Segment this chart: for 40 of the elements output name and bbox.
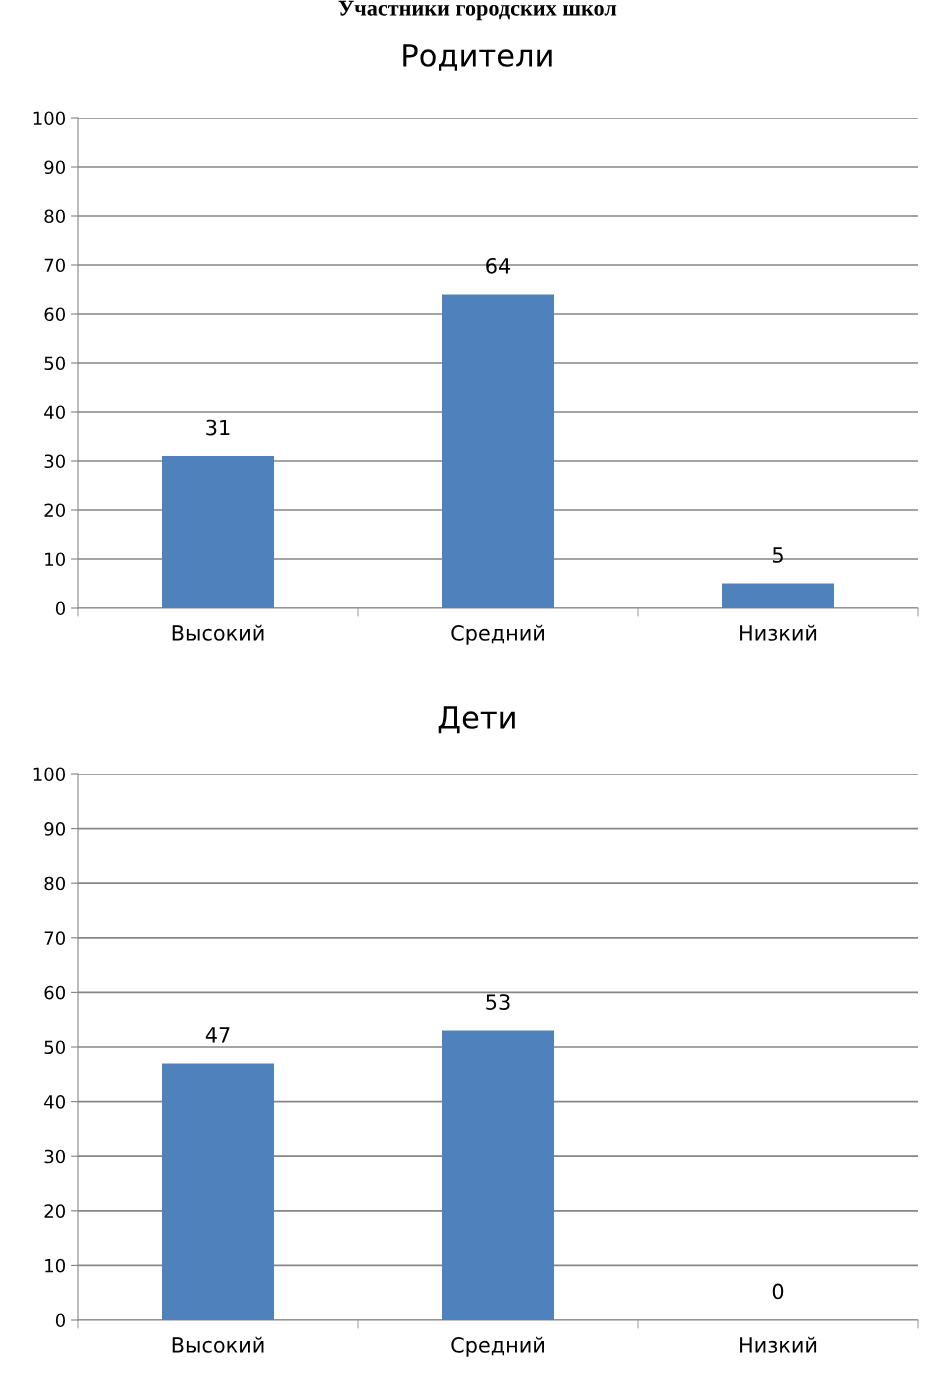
y-tick-label: 90: [44, 822, 65, 836]
data-label: 53: [486, 994, 510, 1010]
text: Участники городских школ: [338, 0, 617, 21]
data-label: 5: [772, 547, 783, 563]
y-tick-label: 80: [44, 876, 65, 891]
y-tick-label: 100: [33, 767, 65, 782]
y-tick-label: 30: [44, 454, 65, 469]
y-tick-label: 40: [44, 405, 65, 420]
x-tick-label: Низкий: [740, 1336, 817, 1353]
y-tick-label: 90: [44, 160, 65, 175]
x-tick-label: Низкий: [740, 624, 817, 641]
y-tick-label: 0: [55, 601, 65, 616]
data-label: 0: [772, 1283, 784, 1300]
y-tick-label: 60: [44, 307, 65, 322]
data-label: 47: [205, 1027, 230, 1043]
y-tick-label: 10: [45, 1258, 65, 1273]
data-label: 31: [206, 419, 230, 436]
bar: [442, 294, 554, 608]
chart-title: Дети: [438, 706, 515, 734]
bar: [722, 583, 834, 608]
x-tick-label: Высокий: [172, 624, 264, 641]
chart-title: Родители: [403, 44, 552, 71]
y-tick-label: 100: [33, 111, 65, 126]
y-tick-label: 50: [44, 356, 65, 371]
y-tick-label: 40: [44, 1095, 65, 1109]
y-tick-label: 20: [44, 1204, 65, 1218]
y-tick-label: 20: [44, 503, 65, 518]
y-tick-label: 30: [44, 1149, 65, 1164]
y-tick-label: 0: [55, 1313, 65, 1328]
x-tick-label: Средний: [451, 624, 544, 645]
data-label: 64: [486, 257, 511, 274]
x-tick-label: Средний: [451, 1336, 544, 1357]
y-tick-label: 50: [44, 1040, 65, 1055]
y-tick-label: 70: [44, 931, 65, 945]
y-tick-label: 70: [44, 258, 65, 273]
y-tick-label: 80: [44, 209, 65, 224]
y-tick-label: 10: [45, 552, 65, 567]
y-tick-label: 60: [44, 985, 65, 1000]
x-tick-label: Высокий: [172, 1336, 264, 1353]
bar: [162, 456, 274, 608]
